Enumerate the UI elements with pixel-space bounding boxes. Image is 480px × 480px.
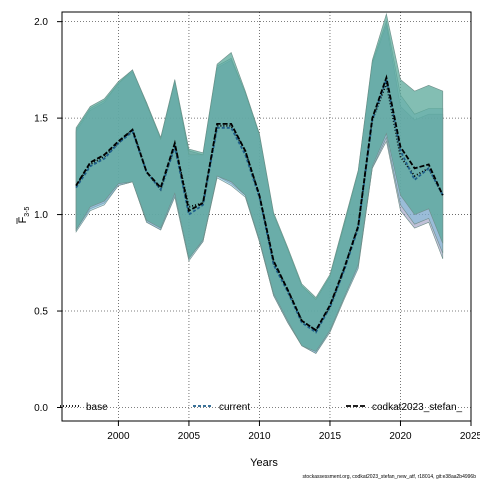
footer-note: stockassessment.org, codkat2023_stefan_n… bbox=[303, 474, 477, 480]
x-tick-label-2010: 2010 bbox=[248, 431, 271, 442]
confidence-bands bbox=[75, 12, 444, 354]
x-tick-label-2020: 2020 bbox=[389, 431, 412, 442]
legend-item-base: base bbox=[60, 402, 108, 413]
x-tick-label-2025: 2025 bbox=[460, 431, 480, 442]
y-tick-label-0: 0.0 bbox=[34, 403, 48, 414]
y-tick-label-1.5: 1.5 bbox=[34, 114, 48, 125]
y-tick-label-2: 2.0 bbox=[34, 17, 48, 28]
legend-item-codkat2023_stefan_: codkat2023_stefan_ bbox=[346, 402, 463, 413]
band-codkat2023_stefan_ bbox=[75, 12, 444, 352]
x-tick-label-2015: 2015 bbox=[319, 431, 342, 442]
legend-item-current: current bbox=[193, 402, 250, 413]
series-line-codkat2023_stefan_ bbox=[75, 74, 444, 332]
y-axis-title: F3-5 bbox=[16, 206, 31, 224]
x-tick-label-2005: 2005 bbox=[178, 431, 201, 442]
y-axis-title-sub: 3-5 bbox=[24, 206, 31, 216]
y-axis-title-main: F bbox=[17, 216, 29, 223]
svg-text:F3-5: F3-5 bbox=[17, 206, 31, 223]
legend-label-current: current bbox=[219, 402, 250, 413]
series-lines bbox=[75, 74, 444, 334]
axis-ticks: 2000 2005 2010 2015 2020 2025 0.0 0.5 1.0 1.5 2.0 bbox=[34, 17, 480, 442]
x-tick-label-2000: 2000 bbox=[107, 431, 130, 442]
legend-label-codkat2023_stefan_: codkat2023_stefan_ bbox=[372, 402, 463, 413]
legend-label-base: base bbox=[86, 402, 108, 413]
y-tick-label-1: 1.0 bbox=[34, 210, 48, 221]
x-axis-title: Years bbox=[250, 457, 278, 469]
y-tick-label-0.5: 0.5 bbox=[34, 307, 48, 318]
legend: base current codkat2023_stefan_ bbox=[60, 402, 463, 413]
plot-frame bbox=[61, 11, 472, 422]
